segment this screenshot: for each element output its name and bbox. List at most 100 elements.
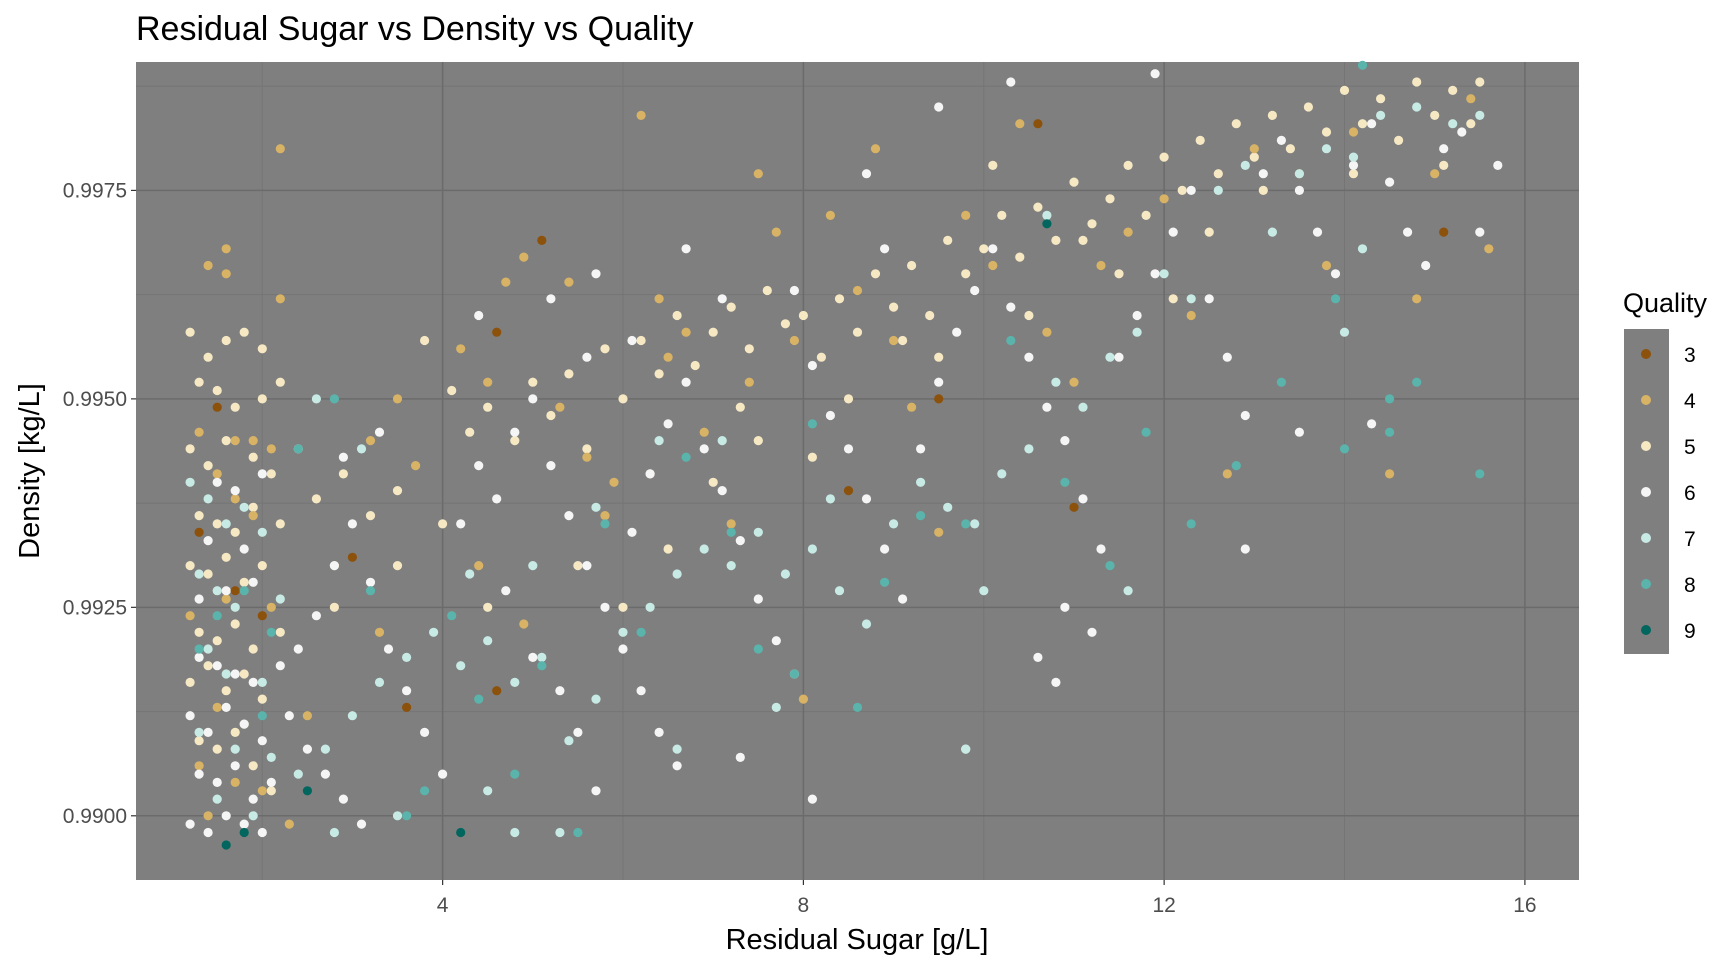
data-point [1385,427,1395,437]
data-point [257,694,267,704]
data-point [185,477,195,487]
plot-panel [136,62,1579,880]
legend-key-9 [1641,625,1651,635]
data-point [239,327,249,337]
data-point [203,260,213,271]
data-point [1475,77,1485,87]
data-point [203,352,213,362]
data-point [1087,219,1097,229]
data-point [257,344,267,354]
data-point [374,627,385,637]
legend-label: 9 [1684,620,1696,643]
data-point [1348,152,1359,162]
data-point [1348,169,1359,179]
data-point [564,736,574,746]
data-point [771,227,781,237]
data-point [194,527,204,537]
data-point [952,327,962,337]
data-point [239,669,249,679]
data-point [907,402,917,412]
data-point [1051,677,1061,688]
data-point [212,477,222,487]
data-point [1024,310,1034,321]
data-point [1024,444,1034,454]
data-point [221,594,231,604]
data-point [943,235,953,245]
data-point [1357,60,1368,70]
data-point [221,519,231,529]
data-point [1087,627,1097,637]
data-point [221,702,231,713]
series-quality-4 [185,94,1494,829]
data-point [203,461,213,471]
data-point [266,627,276,637]
data-point [528,652,538,663]
data-point [392,561,403,571]
data-point [681,377,691,387]
data-point [194,761,204,771]
series-quality-9 [221,219,1052,850]
data-point [239,544,249,554]
data-point [564,369,574,379]
data-point [1249,152,1259,162]
data-point [185,677,195,688]
data-point [1033,202,1043,212]
data-point [1060,477,1070,487]
data-point [203,661,213,671]
data-point [275,594,285,604]
data-point [230,586,240,596]
data-point [925,310,935,321]
data-point [663,419,673,429]
legend-key-7 [1641,533,1651,543]
data-point [1240,544,1250,554]
data-point [1051,235,1061,245]
data-point [203,536,213,546]
data-point [383,644,394,654]
data-point [564,277,574,287]
data-point [230,619,240,629]
data-point [961,210,971,220]
data-point [474,310,484,321]
data-point [212,744,222,754]
data-point [807,419,818,429]
data-point [537,652,547,663]
data-point [816,352,827,362]
data-point [970,285,980,296]
data-point [239,502,249,512]
data-point [591,269,601,279]
data-point [1348,127,1359,137]
data-point [266,777,276,788]
data-point [636,335,646,346]
data-point [807,452,818,462]
legend-key-6 [1641,487,1651,497]
data-point [1339,444,1350,454]
x-tick-label: 4 [437,894,449,917]
data-point [293,444,303,454]
x-axis: 4 8 12 16 [437,880,1537,917]
data-point [870,144,881,154]
data-point [230,602,240,612]
data-point [861,494,872,504]
data-point [681,244,691,254]
data-point [582,452,592,462]
data-point [248,644,258,654]
data-point [753,527,763,537]
data-point [627,527,637,537]
data-point [753,594,763,604]
data-point [1231,461,1241,471]
data-point [717,294,727,304]
data-point [239,577,249,587]
legend-key-8 [1641,579,1651,589]
legend-title: Quality [1623,288,1708,318]
data-point [402,702,412,713]
data-point [275,294,285,304]
data-point [374,677,385,688]
data-point [1294,169,1304,179]
data-point [456,344,466,354]
data-point [1312,227,1323,237]
data-point [456,661,466,671]
data-point [1006,302,1016,312]
data-point [1141,427,1151,437]
data-point [275,144,285,154]
data-point [690,360,700,371]
